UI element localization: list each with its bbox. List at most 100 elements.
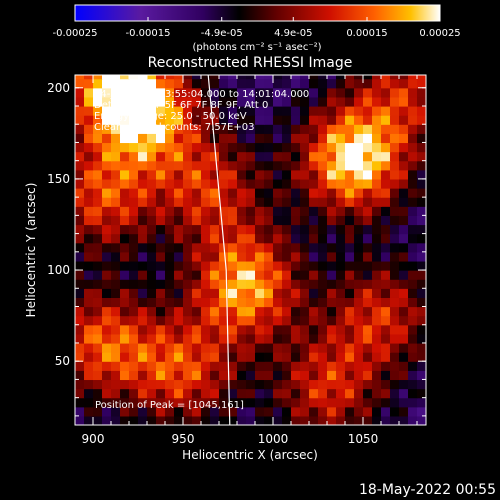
- heatmap-cell: [165, 333, 175, 344]
- heatmap-cell: [237, 224, 247, 235]
- heatmap-cell: [84, 224, 94, 235]
- heatmap-cell: [201, 133, 211, 144]
- y-tick-label: 200: [47, 81, 70, 95]
- heatmap-cell: [282, 178, 292, 189]
- heatmap-cell: [246, 75, 256, 80]
- heatmap-cell: [417, 361, 426, 371]
- heatmap-cell: [147, 151, 157, 162]
- heatmap-cell: [336, 124, 346, 134]
- colorbar-ticks: -0.00025 -0.00015 -4.9e-05 4.9e-05 0.00015 0.…: [53, 17, 461, 39]
- heatmap-cell: [327, 75, 337, 80]
- heatmap-cell: [201, 206, 211, 216]
- heatmap-cell: [354, 342, 364, 353]
- heatmap-cell: [345, 75, 355, 80]
- heatmap-cell: [120, 415, 130, 425]
- heatmap-cell: [309, 397, 319, 408]
- heatmap-cell: [300, 297, 310, 308]
- heatmap-cell: [354, 169, 364, 180]
- heatmap-cell: [354, 415, 364, 425]
- heatmap-cell: [291, 224, 301, 235]
- heatmap-cell: [327, 270, 337, 280]
- heatmap-cell: [282, 279, 292, 289]
- heatmap-cell: [210, 333, 220, 344]
- heatmap-cell: [147, 215, 157, 226]
- heatmap-cell: [390, 406, 400, 417]
- heatmap-cell: [237, 415, 247, 425]
- heatmap-cell: [336, 352, 346, 362]
- heatmap-cell: [165, 124, 175, 134]
- heatmap-cell: [408, 388, 418, 399]
- heatmap-cell: [183, 333, 193, 344]
- heatmap-cell: [147, 115, 157, 125]
- heatmap-cell: [381, 379, 391, 390]
- heatmap-cell: [363, 324, 373, 335]
- heatmap-cell: [417, 115, 426, 125]
- heatmap-cell: [381, 288, 391, 298]
- heatmap-cell: [273, 361, 283, 371]
- heatmap-cell: [174, 306, 184, 317]
- heatmap-cell: [120, 215, 130, 226]
- heatmap-cell: [282, 151, 292, 162]
- heatmap-cell: [219, 87, 229, 98]
- heatmap-cell: [174, 379, 184, 390]
- heatmap-cell: [147, 270, 157, 280]
- heatmap-cell: [318, 78, 328, 89]
- heatmap-cell: [390, 242, 400, 253]
- heatmap-cell: [336, 342, 346, 353]
- heatmap-cell: [129, 406, 139, 417]
- heatmap-cell: [372, 352, 382, 362]
- heatmap-cell: [300, 160, 310, 171]
- heatmap-cell: [336, 178, 346, 189]
- heatmap-cell: [309, 160, 319, 171]
- heatmap-cell: [354, 306, 364, 317]
- heatmap-cell: [282, 406, 292, 417]
- heatmap-cell: [345, 415, 355, 425]
- heatmap-cell: [363, 105, 373, 116]
- heatmap-cell: [228, 197, 238, 207]
- heatmap-cell: [147, 415, 157, 425]
- heatmap-cell: [156, 352, 166, 362]
- heatmap-cell: [75, 297, 85, 308]
- heatmap-cell: [309, 105, 319, 116]
- heatmap-cell: [111, 279, 121, 289]
- annotation-clean: Clean Total counts: 7.57E+03: [94, 122, 254, 133]
- heatmap-cell: [354, 324, 364, 335]
- heatmap-cell: [282, 260, 292, 271]
- heatmap-cell: [309, 178, 319, 189]
- heatmap-cell: [165, 352, 175, 362]
- heatmap-cell: [246, 233, 256, 244]
- heatmap-cell: [246, 251, 256, 262]
- colorbar-tick-label: -4.9e-05: [201, 28, 243, 39]
- heatmap-cell: [246, 406, 256, 417]
- heatmap-cell: [210, 297, 220, 308]
- heatmap-cell: [192, 297, 202, 308]
- heatmap-cell: [300, 251, 310, 262]
- heatmap-cell: [354, 206, 364, 216]
- heatmap-cell: [183, 124, 193, 134]
- heatmap-cell: [372, 78, 382, 89]
- heatmap-cell: [399, 78, 409, 89]
- heatmap-cell: [192, 315, 202, 326]
- heatmap-cell: [102, 388, 112, 399]
- heatmap-cell: [192, 206, 202, 216]
- heatmap-cell: [408, 160, 418, 171]
- heatmap-cell: [156, 87, 166, 98]
- heatmap-cell: [390, 361, 400, 371]
- heatmap-cell: [390, 352, 400, 362]
- heatmap-cell: [255, 133, 265, 144]
- heatmap-cell: [372, 397, 382, 408]
- heatmap-cell: [237, 242, 247, 253]
- heatmap-cell: [372, 279, 382, 289]
- heatmap-cell: [183, 75, 193, 80]
- heatmap-cell: [156, 215, 166, 226]
- heatmap-cell: [201, 406, 211, 417]
- heatmap-cell: [255, 160, 265, 171]
- heatmap-cell: [345, 388, 355, 399]
- heatmap-cell: [129, 270, 139, 280]
- heatmap-cell: [399, 96, 409, 107]
- heatmap-cell: [192, 96, 202, 107]
- heatmap-cell: [147, 288, 157, 298]
- heatmap-cell: [246, 288, 256, 298]
- heatmap-cell: [102, 270, 112, 280]
- heatmap-cell: [255, 315, 265, 326]
